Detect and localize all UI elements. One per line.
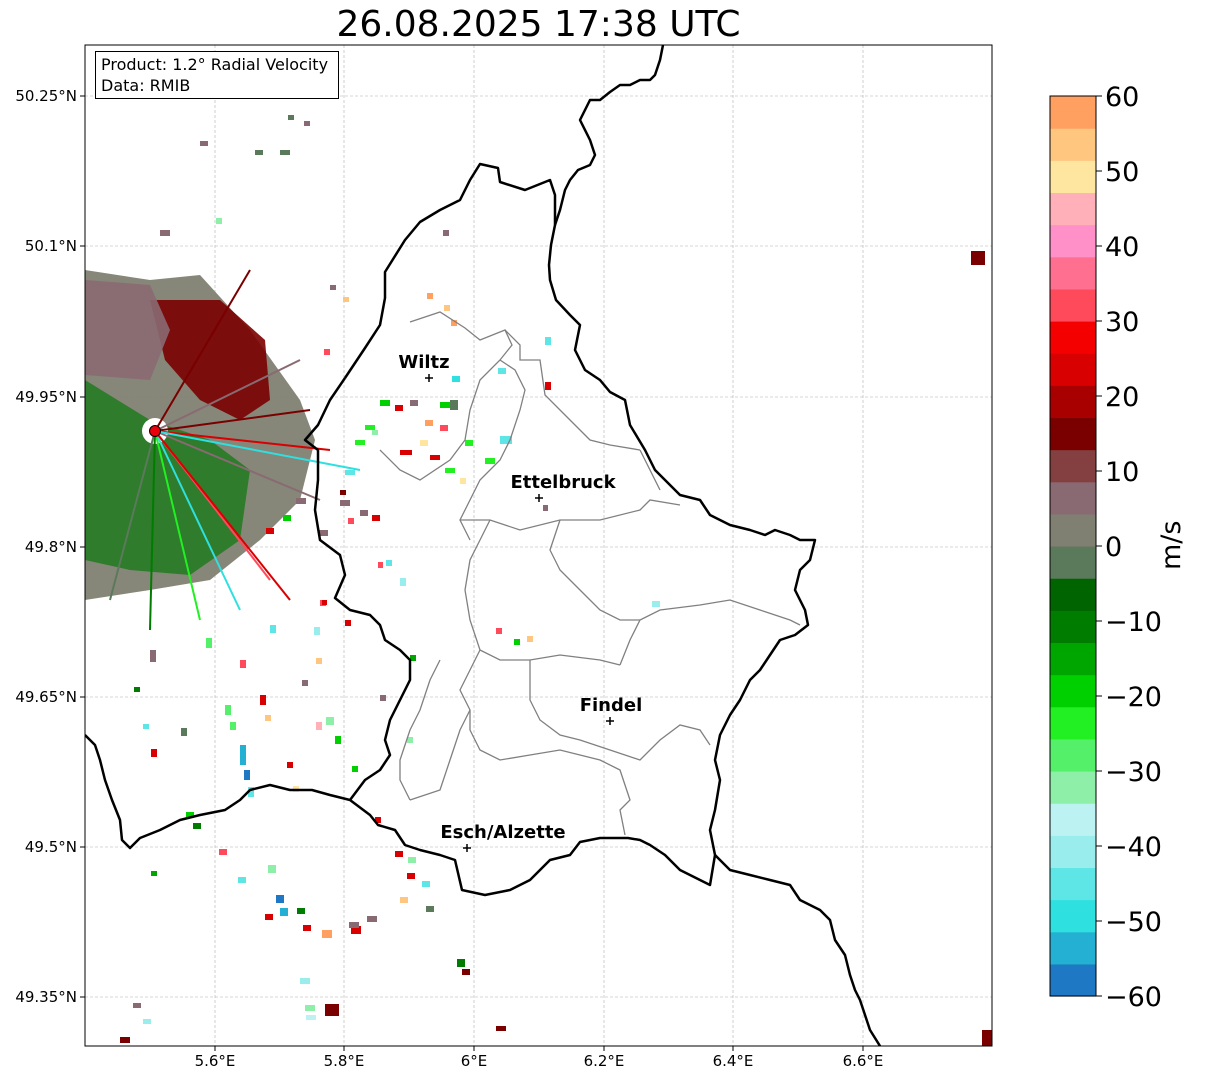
colorbar-segment <box>1050 803 1096 836</box>
colorbar-tick-label: −40 <box>1105 832 1162 863</box>
lon-tick-label: 6°E <box>461 1052 488 1070</box>
colorbar-segment <box>1050 481 1096 515</box>
colorbar-segment <box>1050 578 1096 611</box>
echo-core-green <box>85 380 250 575</box>
colorbar-tick-label: 20 <box>1105 382 1139 413</box>
ettelbruck-marker <box>535 494 543 502</box>
lat-tick-label: 49.5°N <box>25 838 77 856</box>
lon-tick-label: 6.4°E <box>713 1052 754 1070</box>
map-title: 26.08.2025 17:38 UTC <box>336 4 741 45</box>
canton-borders <box>379 311 801 836</box>
colorbar-segment <box>1050 353 1096 386</box>
colorbar-segment <box>1050 288 1096 322</box>
luxembourg-border <box>85 162 817 897</box>
colorbar-tick-label: −20 <box>1105 682 1162 713</box>
lon-tick-label: 5.8°E <box>324 1052 365 1070</box>
echo-core-rose <box>85 280 170 380</box>
colorbar-segment <box>1050 417 1096 451</box>
colorbar-tick-label: 60 <box>1105 82 1139 113</box>
colorbar-segment <box>1050 96 1096 129</box>
colorbar-tick-label: −60 <box>1105 982 1162 1013</box>
colorbar-segment <box>1050 128 1096 161</box>
colorbar-segment <box>1050 224 1096 258</box>
echo-pixels <box>120 115 992 1046</box>
colorbar-segment <box>1050 706 1096 740</box>
country-borders <box>85 45 882 1046</box>
colorbar-segment <box>1050 674 1096 708</box>
echo-rays <box>109 269 361 631</box>
colorbar <box>1050 96 1096 997</box>
colorbar-segment <box>1050 321 1096 354</box>
colorbar-segment <box>1050 192 1096 226</box>
colorbar-segment <box>1050 256 1096 290</box>
colorbar-segment <box>1050 738 1096 772</box>
map-frame <box>84 44 993 1047</box>
colorbar-segment <box>1050 546 1096 579</box>
colorbar-tick-label: 10 <box>1105 457 1139 488</box>
lat-tick-label: 49.65°N <box>15 688 77 706</box>
colorbar-tick-label: 0 <box>1105 532 1122 563</box>
germany-france-border <box>714 854 882 1046</box>
lat-tick-label: 49.8°N <box>25 538 77 556</box>
colorbar-tick-label: −30 <box>1105 757 1162 788</box>
lon-tick-label: 6.6°E <box>843 1052 884 1070</box>
product-info-box: Product: 1.2° Radial Velocity Data: RMIB <box>95 51 339 99</box>
lat-tick-label: 49.35°N <box>15 988 77 1006</box>
colorbar-segment <box>1050 449 1096 483</box>
colorbar-segment <box>1050 931 1096 965</box>
colorbar-tick-label: 50 <box>1105 157 1139 188</box>
city-markers <box>425 374 614 852</box>
colorbar-ticks: 60 50 40 30 20 10 0 −10 −20 −30 −40 −50 −60 <box>1096 82 1162 1013</box>
colorbar-segment <box>1050 642 1096 676</box>
colorbar-segment <box>1050 835 1096 869</box>
colorbar-tick-label: −50 <box>1105 907 1162 938</box>
lat-tick-label: 49.95°N <box>15 388 77 406</box>
lon-tick-marks <box>214 1046 864 1051</box>
colorbar-tick-label: 40 <box>1105 232 1139 263</box>
colorbar-segment <box>1050 385 1096 419</box>
findel-marker <box>606 717 614 725</box>
colorbar-tick-label: 30 <box>1105 307 1139 338</box>
lon-tick-label: 5.6°E <box>195 1052 236 1070</box>
esch-marker <box>463 844 471 852</box>
belgium-france-border <box>303 377 412 801</box>
colorbar-tick-label: −10 <box>1105 607 1162 638</box>
city-label-findel: Findel <box>580 695 643 716</box>
data-source-label: Data: RMIB <box>101 76 191 95</box>
colorbar-segment <box>1050 513 1096 547</box>
lat-tick-label: 50.25°N <box>15 87 77 105</box>
colorbar-segment <box>1050 160 1096 194</box>
wiltz-marker <box>425 374 433 382</box>
lon-tick-label: 6.2°E <box>584 1052 625 1070</box>
lat-tick-marks <box>80 95 85 998</box>
germany-border <box>553 45 665 226</box>
colorbar-segment <box>1050 963 1096 997</box>
colorbar-segment <box>1050 899 1096 933</box>
product-label: Product: 1.2° Radial Velocity <box>101 55 329 74</box>
colorbar-segment <box>1050 771 1096 804</box>
colorbar-segment <box>1050 610 1096 644</box>
city-label-esch: Esch/Alzette <box>440 822 565 843</box>
lat-tick-label: 50.1°N <box>25 237 77 255</box>
city-label-wiltz: Wiltz <box>398 352 449 373</box>
radar-echoes <box>85 115 992 1046</box>
city-label-ettelbruck: Ettelbruck <box>510 472 616 493</box>
colorbar-unit-label: m/s <box>1156 520 1187 570</box>
radar-site-marker <box>149 425 161 437</box>
colorbar-segment <box>1050 867 1096 901</box>
